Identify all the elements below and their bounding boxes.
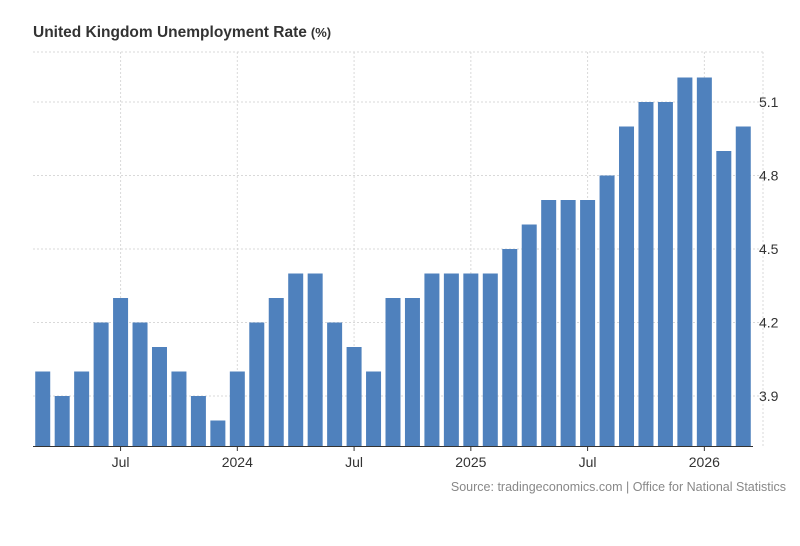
bar	[268, 298, 284, 446]
bar	[132, 322, 148, 446]
source-caption: Source: tradingeconomics.com | Office fo…	[450, 480, 786, 494]
y-tick-labels: 3.9 4.2 4.5 4.8 5.1	[759, 94, 779, 404]
x-tick-label: 2026	[689, 454, 720, 470]
bar	[404, 298, 420, 446]
bar	[735, 126, 751, 446]
bar	[502, 249, 518, 446]
bar	[93, 322, 109, 446]
axes	[33, 446, 753, 451]
bar	[171, 371, 187, 446]
bar	[541, 200, 557, 446]
chart-title-text: United Kingdom Unemployment Rate	[33, 24, 307, 41]
bar	[696, 77, 712, 446]
bar	[599, 175, 615, 446]
chart-title: United Kingdom Unemployment Rate (%)	[33, 24, 331, 42]
x-tick-label: 2025	[455, 454, 486, 470]
x-tick-label: 2024	[222, 454, 253, 470]
bar	[288, 273, 304, 446]
bar	[580, 200, 596, 446]
y-tick-label: 4.8	[759, 168, 779, 184]
x-tick-label: Jul	[579, 454, 597, 470]
chart-title-unit: (%)	[310, 25, 332, 40]
bar	[74, 371, 90, 446]
bars	[35, 77, 751, 446]
y-tick-label: 5.1	[759, 94, 779, 110]
bar	[346, 347, 362, 446]
y-tick-label: 3.9	[759, 388, 779, 404]
bar	[385, 298, 401, 446]
bar	[443, 273, 459, 446]
x-tick-label: Jul	[112, 454, 130, 470]
bar	[190, 396, 206, 446]
bar	[113, 298, 129, 446]
bar	[307, 273, 323, 446]
bar	[424, 273, 440, 446]
bar	[638, 102, 654, 446]
bar	[463, 273, 479, 446]
y-tick-label: 4.2	[759, 315, 779, 331]
bar	[249, 322, 265, 446]
bar	[366, 371, 382, 446]
bar	[327, 322, 343, 446]
bar	[151, 347, 167, 446]
x-tick-label: Jul	[345, 454, 363, 470]
bar	[521, 224, 537, 446]
bar	[716, 151, 732, 446]
bar	[657, 102, 673, 446]
bar	[560, 200, 576, 446]
bar	[619, 126, 635, 446]
x-tick-labels: Jul 2024 Jul 2025 Jul 2026	[112, 454, 721, 470]
bar	[210, 420, 226, 446]
bar	[677, 77, 693, 446]
bar	[54, 396, 70, 446]
y-tick-label: 4.5	[759, 241, 779, 257]
bar	[482, 273, 498, 446]
bar	[35, 371, 51, 446]
bar	[229, 371, 245, 446]
